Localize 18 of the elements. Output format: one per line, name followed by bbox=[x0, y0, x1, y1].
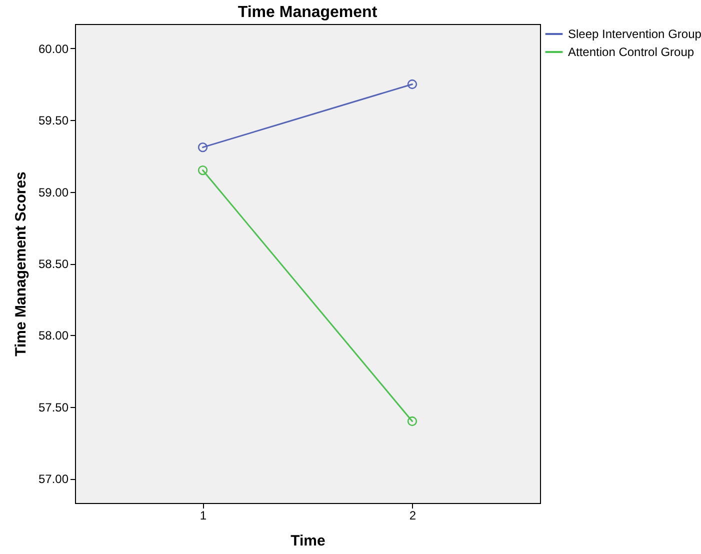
legend-label: Sleep Intervention Group bbox=[568, 27, 701, 41]
x-tick-label: 1 bbox=[200, 508, 207, 522]
x-axis-title: Time bbox=[290, 532, 326, 550]
legend-label: Attention Control Group bbox=[568, 45, 694, 59]
chart-title: Time Management bbox=[238, 4, 378, 21]
point bbox=[198, 165, 208, 176]
y-tick-label: 59.50 bbox=[38, 114, 69, 128]
point bbox=[407, 79, 418, 90]
y-tick-label: 59.00 bbox=[38, 185, 69, 200]
point bbox=[407, 416, 418, 426]
y-tick-label: 60.00 bbox=[38, 42, 69, 56]
y-axis-title: Time Management Scores bbox=[12, 172, 30, 356]
x-tick-label: 2 bbox=[409, 508, 416, 522]
y-tick-label: 58.00 bbox=[38, 328, 69, 343]
y-tick-label: 57.00 bbox=[38, 472, 69, 486]
y-tick-label: 57.50 bbox=[38, 400, 69, 414]
point bbox=[198, 142, 208, 152]
y-tick-label: 58.50 bbox=[38, 257, 69, 271]
